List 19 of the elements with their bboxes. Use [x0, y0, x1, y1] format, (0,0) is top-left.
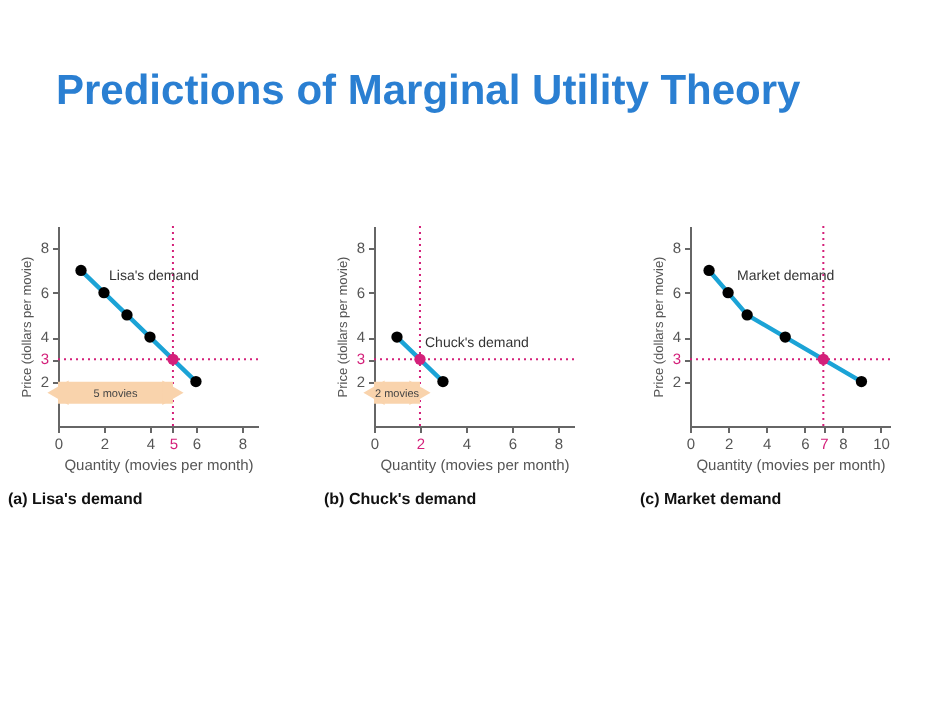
point [741, 309, 753, 321]
point [144, 331, 156, 343]
point [167, 353, 179, 365]
text: (a) Lisa's demand [8, 490, 143, 508]
point [121, 309, 133, 321]
point [437, 375, 449, 388]
text: (b) Chuck's demand [324, 490, 477, 508]
point [391, 331, 403, 343]
point [722, 287, 734, 299]
text: (c) Market demand [640, 490, 782, 508]
point [855, 375, 868, 388]
point [817, 353, 829, 365]
point [779, 331, 791, 343]
point [703, 264, 715, 277]
point [190, 375, 202, 388]
text: Predictions of Marginal Utility Theory [54, 66, 803, 118]
point [75, 264, 87, 277]
point [98, 287, 110, 299]
point [414, 353, 426, 365]
